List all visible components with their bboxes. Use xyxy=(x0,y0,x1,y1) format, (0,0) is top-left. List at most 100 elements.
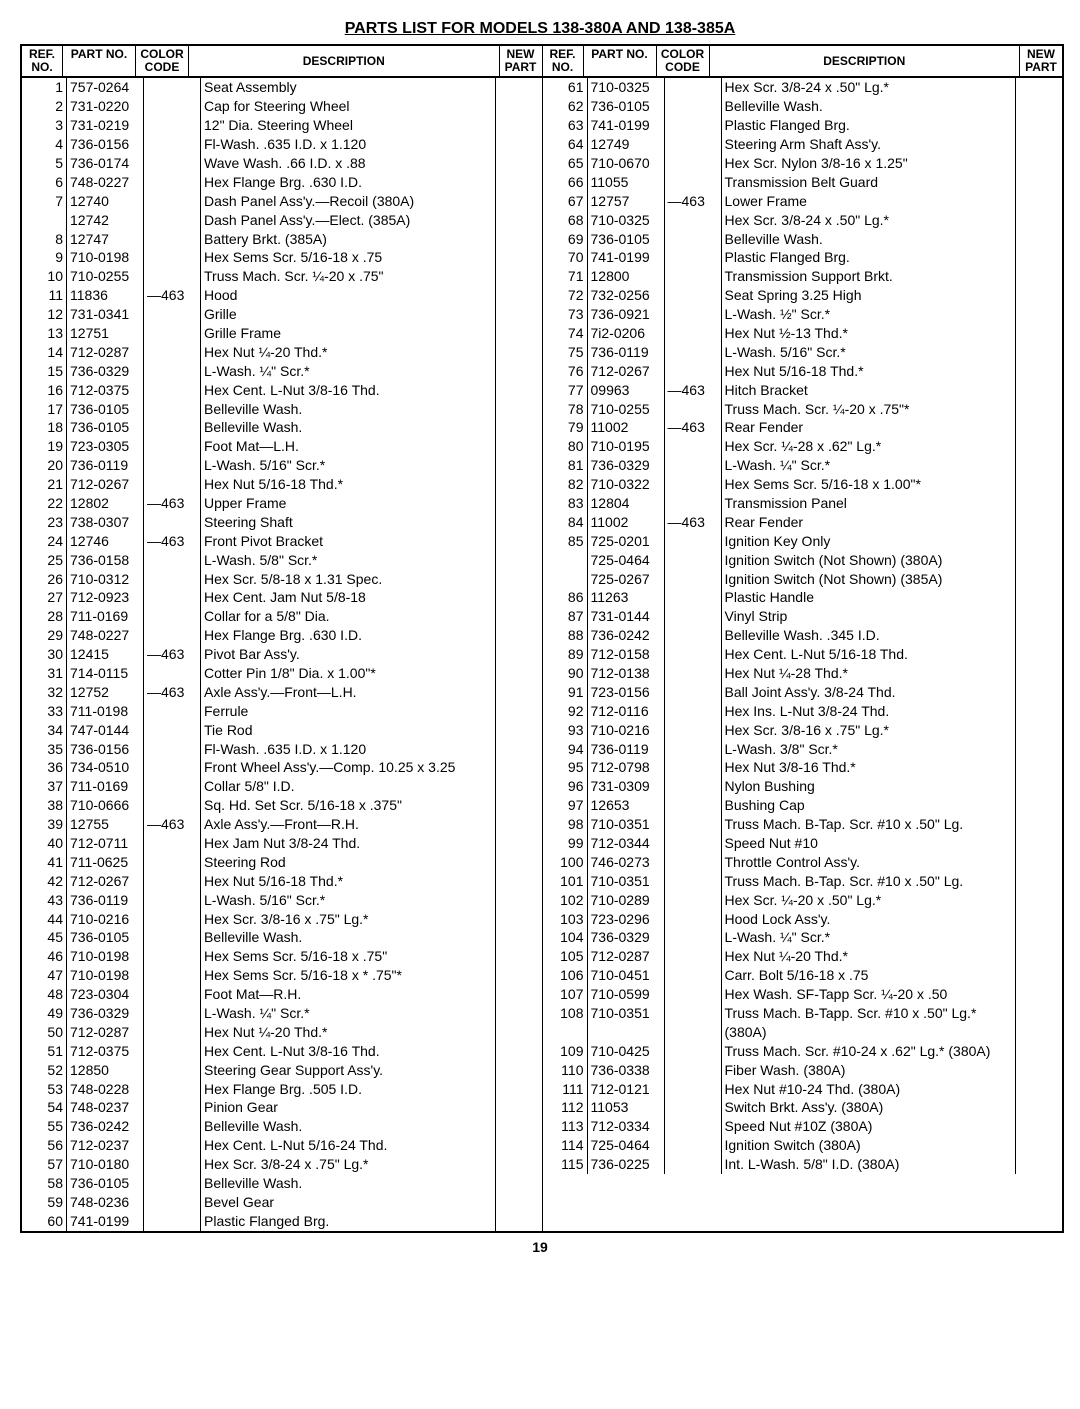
table-row: 36734-0510Front Wheel Ass'y.—Comp. 10.25… xyxy=(22,758,542,777)
cell-part: 725-0201 xyxy=(588,532,665,551)
cell-desc: Belleville Wash. xyxy=(201,928,496,947)
cell-part: 12755 xyxy=(67,815,144,834)
cell-part: 712-0287 xyxy=(67,1023,144,1042)
cell-desc: Hex Nut 5/16-18 Thd.* xyxy=(201,475,496,494)
cell-part: 712-0267 xyxy=(67,475,144,494)
cell-ref: 71 xyxy=(543,267,588,286)
cell-ref: 16 xyxy=(22,381,67,400)
cell-part: 712-0923 xyxy=(67,588,144,607)
table-row: 1312751Grille Frame xyxy=(22,324,542,343)
cell-part: 723-0296 xyxy=(588,910,665,929)
cell-ref: 90 xyxy=(543,664,588,683)
cell-new xyxy=(1016,1080,1062,1099)
cell-ref xyxy=(543,551,588,570)
cell-ref: 55 xyxy=(22,1117,67,1136)
cell-color xyxy=(665,702,722,721)
cell-ref xyxy=(22,211,67,230)
cell-ref: 7 xyxy=(22,192,67,211)
cell-color xyxy=(665,853,722,872)
table-row: 34747-0144Tie Rod xyxy=(22,721,542,740)
cell-desc: Steering Rod xyxy=(201,853,496,872)
cell-desc: L-Wash. 5/8" Scr.* xyxy=(201,551,496,570)
table-row: 12742Dash Panel Ass'y.—Elect. (385A) xyxy=(22,211,542,230)
cell-part: 731-0341 xyxy=(67,305,144,324)
cell-part: 725-0267 xyxy=(588,570,665,589)
cell-new xyxy=(1016,305,1062,324)
cell-new xyxy=(1016,324,1062,343)
cell-part: 12740 xyxy=(67,192,144,211)
table-row: 53748-0228Hex Flange Brg. .505 I.D. xyxy=(22,1080,542,1099)
cell-new xyxy=(496,494,542,513)
table-row: 6712757—463Lower Frame xyxy=(543,192,1063,211)
cell-desc: Plastic Handle xyxy=(722,588,1017,607)
table-row: 42712-0267Hex Nut 5/16-18 Thd.* xyxy=(22,872,542,891)
table-row: 7911002—463Rear Fender xyxy=(543,418,1063,437)
cell-part: 738-0307 xyxy=(67,513,144,532)
cell-desc: Transmission Belt Guard xyxy=(722,173,1017,192)
cell-ref: 97 xyxy=(543,796,588,815)
cell-desc: Seat Spring 3.25 High xyxy=(722,286,1017,305)
cell-color xyxy=(144,343,201,362)
cell-desc: Ferrule xyxy=(201,702,496,721)
cell-color xyxy=(665,248,722,267)
cell-desc: Hex Flange Brg. .630 I.D. xyxy=(201,626,496,645)
cell-part: 712-0334 xyxy=(588,1117,665,1136)
cell-desc: Collar 5/8" I.D. xyxy=(201,777,496,796)
cell-color xyxy=(665,1155,722,1174)
cell-color xyxy=(144,664,201,683)
cell-desc: Hex Ins. L-Nut 3/8-24 Thd. xyxy=(722,702,1017,721)
page-title: PARTS LIST FOR MODELS 138-380A AND 138-3… xyxy=(20,20,1060,38)
table-row: 46710-0198Hex Sems Scr. 5/16-18 x .75" xyxy=(22,947,542,966)
cell-new xyxy=(496,702,542,721)
table-row: 50712-0287Hex Nut ¼-20 Thd.* xyxy=(22,1023,542,1042)
cell-new xyxy=(496,173,542,192)
cell-ref: 78 xyxy=(543,400,588,419)
cell-color xyxy=(665,456,722,475)
cell-ref: 75 xyxy=(543,343,588,362)
cell-ref: 113 xyxy=(543,1117,588,1136)
table-row: 91723-0156Ball Joint Ass'y. 3/8-24 Thd. xyxy=(543,683,1063,702)
cell-part: 736-0921 xyxy=(588,305,665,324)
page-number: 19 xyxy=(20,1239,1060,1255)
cell-desc: Transmission Support Brkt. xyxy=(722,267,1017,286)
table-row: 3912755—463Axle Ass'y.—Front—R.H. xyxy=(22,815,542,834)
cell-part: 748-0227 xyxy=(67,173,144,192)
cell-ref: 110 xyxy=(543,1061,588,1080)
cell-desc: Plastic Flanged Brg. xyxy=(722,248,1017,267)
cell-desc: Hex Nut 5/16-18 Thd.* xyxy=(722,362,1017,381)
cell-color xyxy=(665,721,722,740)
cell-new xyxy=(496,551,542,570)
cell-new xyxy=(1016,154,1062,173)
cell-ref: 40 xyxy=(22,834,67,853)
right-header: REF. NO. PART NO. COLOR CODE DESCRIPTION… xyxy=(543,46,1063,78)
cell-ref: 32 xyxy=(22,683,67,702)
table-row: 100746-0273Throttle Control Ass'y. xyxy=(543,853,1063,872)
table-row: 107710-0599Hex Wash. SF-Tapp Scr. ¼-20 x… xyxy=(543,985,1063,1004)
cell-part: 11263 xyxy=(588,588,665,607)
cell-desc: Front Wheel Ass'y.—Comp. 10.25 x 3.25 xyxy=(201,758,496,777)
cell-new xyxy=(496,664,542,683)
cell-ref: 94 xyxy=(543,740,588,759)
cell-color xyxy=(144,570,201,589)
cell-color: —463 xyxy=(144,532,201,551)
cell-ref: 4 xyxy=(22,135,67,154)
cell-color xyxy=(144,1193,201,1212)
cell-part: 710-0325 xyxy=(588,78,665,97)
cell-color xyxy=(144,588,201,607)
table-row: 3012415—463Pivot Bar Ass'y. xyxy=(22,645,542,664)
cell-color xyxy=(144,928,201,947)
table-row: 18736-0105Belleville Wash. xyxy=(22,418,542,437)
cell-ref: 57 xyxy=(22,1155,67,1174)
cell-new xyxy=(1016,872,1062,891)
cell-color xyxy=(144,97,201,116)
cell-ref: 106 xyxy=(543,966,588,985)
cell-part: 747-0144 xyxy=(67,721,144,740)
cell-color xyxy=(144,230,201,249)
cell-color xyxy=(144,400,201,419)
cell-desc: Hex Sems Scr. 5/16-18 x .75 xyxy=(201,248,496,267)
table-row: 59748-0236Bevel Gear xyxy=(22,1193,542,1212)
cell-part: 712-0344 xyxy=(588,834,665,853)
cell-ref: 73 xyxy=(543,305,588,324)
cell-new xyxy=(496,154,542,173)
cell-ref: 68 xyxy=(543,211,588,230)
